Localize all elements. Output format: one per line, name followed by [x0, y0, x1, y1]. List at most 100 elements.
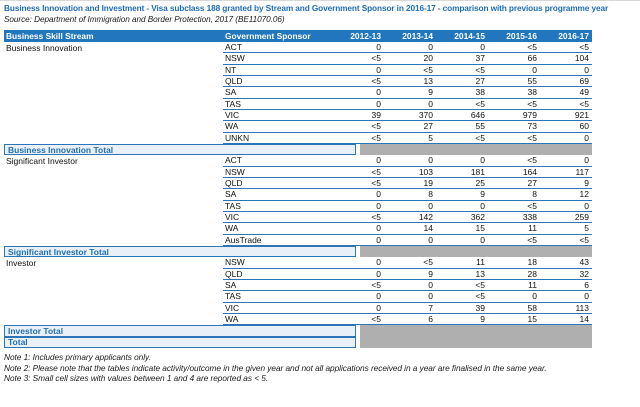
group-total-row: Significant Investor Total [4, 245, 592, 258]
value-cell-2013-14: 19 [384, 178, 436, 190]
stream-cell [4, 280, 223, 291]
table-row: TAS 0 0 <5 0 0 [4, 291, 592, 303]
table-row: WA <5 6 9 15 14 [4, 314, 592, 326]
sponsor-cell: SA [223, 87, 332, 99]
value-cell-2015-16: 27 [488, 178, 540, 190]
value-cell-2014-15: <5 [436, 99, 488, 110]
footnotes: Note 1: Includes primary applicants only… [4, 352, 636, 384]
value-cell-2016-17: 5 [540, 223, 592, 235]
value-cell-2012-13: 0 [332, 223, 384, 235]
value-cell-2016-17: 0 [540, 155, 592, 167]
value-cell-2014-15: 37 [436, 53, 488, 65]
value-cell-2014-15: 25 [436, 178, 488, 190]
value-cell-2012-13: 0 [332, 257, 384, 269]
value-cell-2015-16: 58 [488, 303, 540, 314]
value-cell-2015-16: <5 [488, 42, 540, 54]
table-row: NT 0 <5 <5 0 0 [4, 65, 592, 76]
value-cell-2016-17: 104 [540, 53, 592, 65]
stream-cell [4, 235, 223, 246]
table-row: UNKN <5 5 <5 <5 0 [4, 133, 592, 144]
sponsor-cell: NSW [223, 167, 332, 178]
table-row: TAS 0 0 <5 <5 <5 [4, 99, 592, 110]
value-cell-2013-14: 142 [384, 212, 436, 224]
value-cell-2014-15: 0 [436, 235, 488, 246]
sponsor-cell: QLD [223, 178, 332, 190]
value-cell-2015-16: 55 [488, 76, 540, 88]
value-cell-2014-15: 9 [436, 189, 488, 201]
value-cell-2015-16: 66 [488, 53, 540, 65]
table-row: QLD <5 13 27 55 69 [4, 76, 592, 88]
stream-cell: Significant Investor [6, 155, 78, 166]
report-source: Source: Department of Immigration and Bo… [4, 14, 285, 24]
value-cell-2013-14: 14 [384, 223, 436, 235]
value-cell-2014-15: 0 [436, 201, 488, 212]
value-cell-2016-17: <5 [540, 99, 592, 110]
value-cell-2013-14: <5 [384, 257, 436, 269]
value-cell-2013-14: 20 [384, 53, 436, 65]
value-cell-2014-15: 55 [436, 121, 488, 133]
value-cell-2012-13: <5 [332, 167, 384, 178]
value-cell-2014-15: 13 [436, 269, 488, 280]
value-cell-2014-15: 15 [436, 223, 488, 235]
column-header-2014-15: 2014-15 [454, 31, 485, 41]
sponsor-cell: VIC [223, 212, 332, 224]
value-cell-2016-17: 0 [540, 133, 592, 144]
value-cell-2013-14: 5 [384, 133, 436, 144]
value-cell-2013-14: 0 [384, 155, 436, 167]
stream-cell [4, 167, 223, 178]
stream-cell [4, 212, 223, 223]
value-cell-2016-17: 0 [540, 201, 592, 212]
visa-grants-table: Business Skill Stream Government Sponsor… [4, 30, 592, 348]
value-cell-2016-17: 69 [540, 76, 592, 88]
value-cell-2013-14: 7 [384, 303, 436, 314]
value-cell-2015-16: 0 [488, 65, 540, 76]
value-cell-2013-14: 0 [384, 201, 436, 212]
stream-cell [4, 303, 223, 314]
value-cell-2015-16: 28 [488, 269, 540, 280]
value-cell-2013-14: 6 [384, 314, 436, 326]
value-cell-2016-17: 60 [540, 121, 592, 133]
value-cell-2012-13: <5 [332, 121, 384, 133]
value-cell-2016-17: 49 [540, 87, 592, 99]
sponsor-cell: SA [223, 280, 332, 292]
value-cell-2013-14: 0 [384, 235, 436, 246]
value-cell-2013-14: 370 [384, 110, 436, 122]
column-header-2013-14: 2013-14 [402, 31, 433, 41]
value-cell-2016-17: 921 [540, 110, 592, 122]
footnote-2: Note 2: Please note that the tables indi… [4, 362, 547, 373]
column-header-business-skill-stream: Business Skill Stream [6, 31, 94, 41]
value-cell-2014-15: 646 [436, 110, 488, 122]
value-cell-2012-13: 0 [332, 269, 384, 280]
table-row: Investor NSW 0 <5 11 18 43 [4, 257, 592, 269]
sponsor-cell: TAS [223, 99, 332, 110]
value-cell-2014-15: 0 [436, 155, 488, 167]
sponsor-cell: VIC [223, 110, 332, 122]
value-cell-2016-17: <5 [540, 235, 592, 246]
value-cell-2013-14: 0 [384, 42, 436, 54]
stream-cell [4, 189, 223, 200]
group-total-row-label: Significant Investor Total [4, 245, 356, 258]
value-cell-2012-13: 0 [332, 189, 384, 201]
sponsor-cell: QLD [223, 76, 332, 88]
value-cell-2014-15: 11 [436, 257, 488, 269]
value-cell-2013-14: <5 [384, 65, 436, 76]
table-row: QLD <5 19 25 27 9 [4, 178, 592, 190]
value-cell-2012-13: 0 [332, 291, 384, 303]
group-total-row-grey-block [360, 143, 592, 156]
table-row: TAS 0 0 0 <5 0 [4, 201, 592, 212]
sponsor-cell: NSW [223, 257, 332, 269]
value-cell-2012-13: 0 [332, 235, 384, 246]
value-cell-2016-17: 6 [540, 280, 592, 292]
value-cell-2012-13: 0 [332, 87, 384, 99]
value-cell-2015-16: 18 [488, 257, 540, 269]
stream-cell [4, 291, 223, 302]
value-cell-2013-14: 0 [384, 99, 436, 110]
value-cell-2013-14: 13 [384, 76, 436, 88]
report-title: Business Innovation and Investment - Vis… [4, 3, 609, 13]
value-cell-2016-17: 0 [540, 291, 592, 303]
table-row: Significant Investor ACT 0 0 0 <5 0 [4, 155, 592, 167]
sponsor-cell: UNKN [223, 133, 332, 144]
value-cell-2016-17: 259 [540, 212, 592, 224]
value-cell-2014-15: 39 [436, 303, 488, 314]
group-total-row-label: Business Innovation Total [4, 143, 356, 156]
